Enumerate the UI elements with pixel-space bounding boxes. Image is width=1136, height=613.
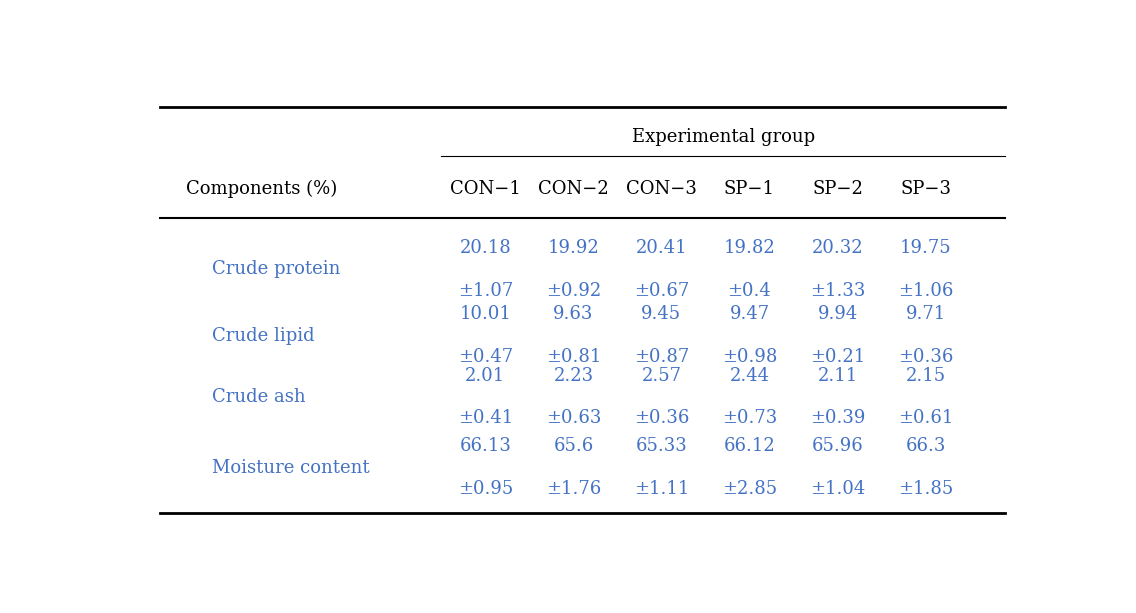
Text: SP−3: SP−3: [900, 180, 951, 198]
Text: 2.44: 2.44: [729, 367, 769, 384]
Text: 9.47: 9.47: [729, 305, 769, 323]
Text: ±0.47: ±0.47: [458, 348, 513, 366]
Text: ±0.81: ±0.81: [545, 348, 601, 366]
Text: 2.15: 2.15: [905, 367, 945, 384]
Text: 20.18: 20.18: [459, 239, 511, 257]
Text: ±1.33: ±1.33: [810, 282, 866, 300]
Text: Crude protein: Crude protein: [212, 261, 341, 278]
Text: 10.01: 10.01: [459, 305, 511, 323]
Text: 9.63: 9.63: [553, 305, 594, 323]
Text: 2.57: 2.57: [642, 367, 682, 384]
Text: ±0.4: ±0.4: [727, 282, 771, 300]
Text: ±1.11: ±1.11: [634, 480, 690, 498]
Text: ±0.63: ±0.63: [545, 409, 601, 427]
Text: ±1.85: ±1.85: [897, 480, 953, 498]
Text: ±1.04: ±1.04: [810, 480, 866, 498]
Text: ±0.39: ±0.39: [810, 409, 866, 427]
Text: Crude lipid: Crude lipid: [212, 327, 315, 345]
Text: ±0.98: ±0.98: [721, 348, 777, 366]
Text: Components (%): Components (%): [186, 180, 337, 199]
Text: 65.33: 65.33: [635, 438, 687, 455]
Text: 9.71: 9.71: [905, 305, 945, 323]
Text: Experimental group: Experimental group: [632, 128, 815, 147]
Text: 19.82: 19.82: [724, 239, 776, 257]
Text: ±0.95: ±0.95: [458, 480, 513, 498]
Text: ±0.73: ±0.73: [721, 409, 777, 427]
Text: ±1.07: ±1.07: [458, 282, 513, 300]
Text: SP−2: SP−2: [812, 180, 863, 198]
Text: SP−1: SP−1: [724, 180, 775, 198]
Text: CON−1: CON−1: [450, 180, 520, 198]
Text: ±0.87: ±0.87: [634, 348, 690, 366]
Text: 2.23: 2.23: [553, 367, 593, 384]
Text: 65.6: 65.6: [553, 438, 593, 455]
Text: ±0.92: ±0.92: [545, 282, 601, 300]
Text: 66.3: 66.3: [905, 438, 946, 455]
Text: 19.75: 19.75: [900, 239, 951, 257]
Text: 2.11: 2.11: [818, 367, 858, 384]
Text: ±0.36: ±0.36: [634, 409, 690, 427]
Text: 20.41: 20.41: [636, 239, 687, 257]
Text: CON−3: CON−3: [626, 180, 696, 198]
Text: Crude ash: Crude ash: [212, 388, 306, 406]
Text: ±0.41: ±0.41: [458, 409, 513, 427]
Text: CON−2: CON−2: [538, 180, 609, 198]
Text: 65.96: 65.96: [811, 438, 863, 455]
Text: 20.32: 20.32: [812, 239, 863, 257]
Text: ±0.61: ±0.61: [897, 409, 953, 427]
Text: ±0.21: ±0.21: [810, 348, 866, 366]
Text: ±1.06: ±1.06: [897, 282, 953, 300]
Text: 9.45: 9.45: [642, 305, 682, 323]
Text: ±0.67: ±0.67: [634, 282, 690, 300]
Text: 19.92: 19.92: [548, 239, 600, 257]
Text: 66.12: 66.12: [724, 438, 776, 455]
Text: 2.01: 2.01: [466, 367, 506, 384]
Text: ±2.85: ±2.85: [721, 480, 777, 498]
Text: 9.94: 9.94: [818, 305, 858, 323]
Text: Moisture content: Moisture content: [212, 459, 370, 477]
Text: ±0.36: ±0.36: [897, 348, 953, 366]
Text: ±1.76: ±1.76: [545, 480, 601, 498]
Text: 66.13: 66.13: [459, 438, 511, 455]
